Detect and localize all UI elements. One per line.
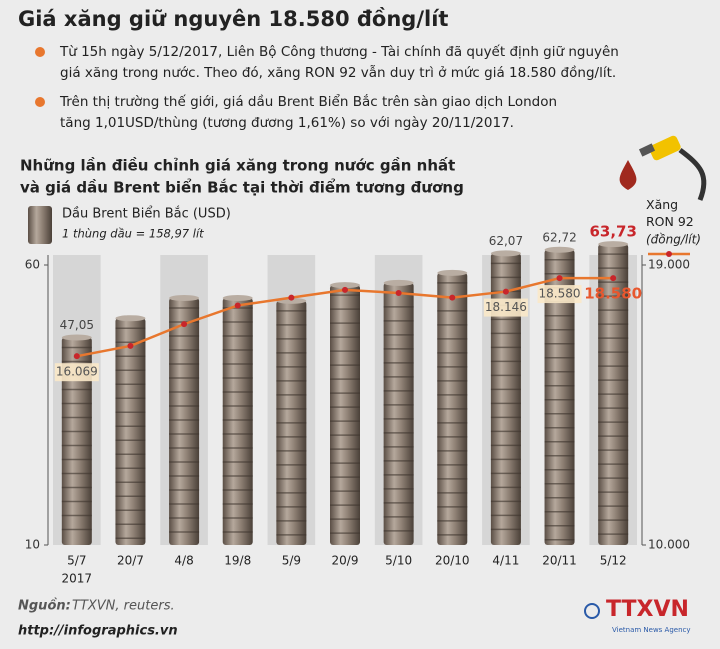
x-tick-label: 20/7 <box>117 554 144 568</box>
legend-label-line: Xăng <box>646 197 678 212</box>
x-tick-label: 5/9 <box>282 554 301 568</box>
legend-label: Xăng RON 92 <box>646 197 694 229</box>
x-year-label: 2017 <box>62 572 93 586</box>
chart-title: và giá dầu Brent biển Bắc tại thời điểm … <box>20 178 464 197</box>
line-label-box <box>54 363 99 382</box>
barrel-top <box>437 269 468 276</box>
barrel-top <box>169 295 200 302</box>
bar-value-label: 63,73 <box>589 223 636 241</box>
line-value-label: 16.069 <box>56 365 98 379</box>
barrel-top <box>490 250 521 257</box>
line-label-box <box>537 285 582 304</box>
barrel-top <box>383 279 414 286</box>
line-point <box>234 302 241 309</box>
bar <box>383 282 414 545</box>
line-point <box>288 294 295 301</box>
logo-sub: Vietnam News Agency <box>612 626 691 634</box>
legend-unit: (đồng/lít) <box>646 233 701 247</box>
legend-label-line: RON 92 <box>646 214 694 229</box>
y2-tick-label: 19.000 <box>648 258 690 272</box>
line-point <box>395 290 402 296</box>
chart-title: Những lần điều chỉnh giá xăng trong nước… <box>20 156 455 175</box>
bullet-dot <box>35 97 45 107</box>
bar-value-label: 47,05 <box>60 318 94 332</box>
bullet-text: tăng 1,01USD/thùng (tương đương 1,61%) s… <box>60 115 514 131</box>
copyright <box>584 603 600 619</box>
line-point <box>73 353 80 360</box>
legend-swatch <box>28 206 52 244</box>
bar <box>544 249 575 545</box>
x-tick-label: 5/10 <box>385 554 412 568</box>
title: Giá xăng giữ nguyên 18.580 đồng/lít <box>18 7 448 31</box>
barrel-top <box>222 295 253 302</box>
y-tick-label: 10 <box>25 538 40 552</box>
y2-tick-label: 10.000 <box>648 538 690 552</box>
bullet-text: Trên thị trường thế giới, giá dầu Brent … <box>59 93 557 110</box>
line-point <box>449 294 456 301</box>
bar <box>115 318 146 545</box>
line-point <box>610 275 617 282</box>
x-tick-label: 4/11 <box>492 554 519 568</box>
barrel-top <box>115 315 146 322</box>
bar-value-label: 62,07 <box>489 234 523 248</box>
bar <box>490 253 521 545</box>
line-point <box>181 321 188 328</box>
barrel-top <box>61 334 92 341</box>
chart: 60 10 19.000 10.000 5/7 20/7 4/8 19/8 5/9 20/9 5/1… <box>25 197 701 586</box>
line-value-label: 18.146 <box>485 300 527 314</box>
line-point <box>342 286 348 293</box>
x-tick-label: 20/9 <box>332 554 359 568</box>
x-tick-label: 20/10 <box>435 554 470 568</box>
line-value-label: 18.580 <box>539 287 581 301</box>
bullet-text: Từ 15h ngày 5/12/2017, Liên Bộ Công thươ… <box>59 43 619 60</box>
line-value-label: 18.580 <box>584 285 642 303</box>
bullet-text: giá xăng trong nước. Theo đó, xăng RON 9… <box>60 64 616 81</box>
logo: TTXVN <box>606 597 689 622</box>
x-tick-label: 19/8 <box>224 554 251 568</box>
bar-value-label: 62,72 <box>542 230 576 244</box>
source: TTXVN, reuters. <box>72 599 175 614</box>
legend-point <box>666 251 672 257</box>
x-tick-label: 5/7 <box>67 554 86 568</box>
x-tick-label: 5/12 <box>600 554 627 568</box>
x-tick-label: 20/11 <box>542 554 577 568</box>
line-point <box>127 342 134 349</box>
y-tick-label: 60 <box>25 258 40 272</box>
x-tick-label: 4/8 <box>174 554 193 568</box>
line-point <box>556 275 563 282</box>
barrel-top <box>330 282 360 289</box>
bar <box>222 298 253 545</box>
fuel-icon <box>619 135 707 201</box>
legend-note: 1 thùng dầu = 158,97 lít <box>62 227 204 241</box>
barrel-top <box>598 241 629 248</box>
legend-label: Dầu Brent Biển Bắc (USD) <box>62 207 231 222</box>
url: http://infographics.vn <box>18 624 178 639</box>
source-label: Nguồn: <box>18 599 71 614</box>
bar <box>330 285 360 545</box>
bullet-dot <box>35 47 45 57</box>
barrel-top <box>544 246 575 253</box>
line-point <box>502 288 509 295</box>
bar <box>169 298 200 545</box>
line-label-box <box>483 298 528 317</box>
